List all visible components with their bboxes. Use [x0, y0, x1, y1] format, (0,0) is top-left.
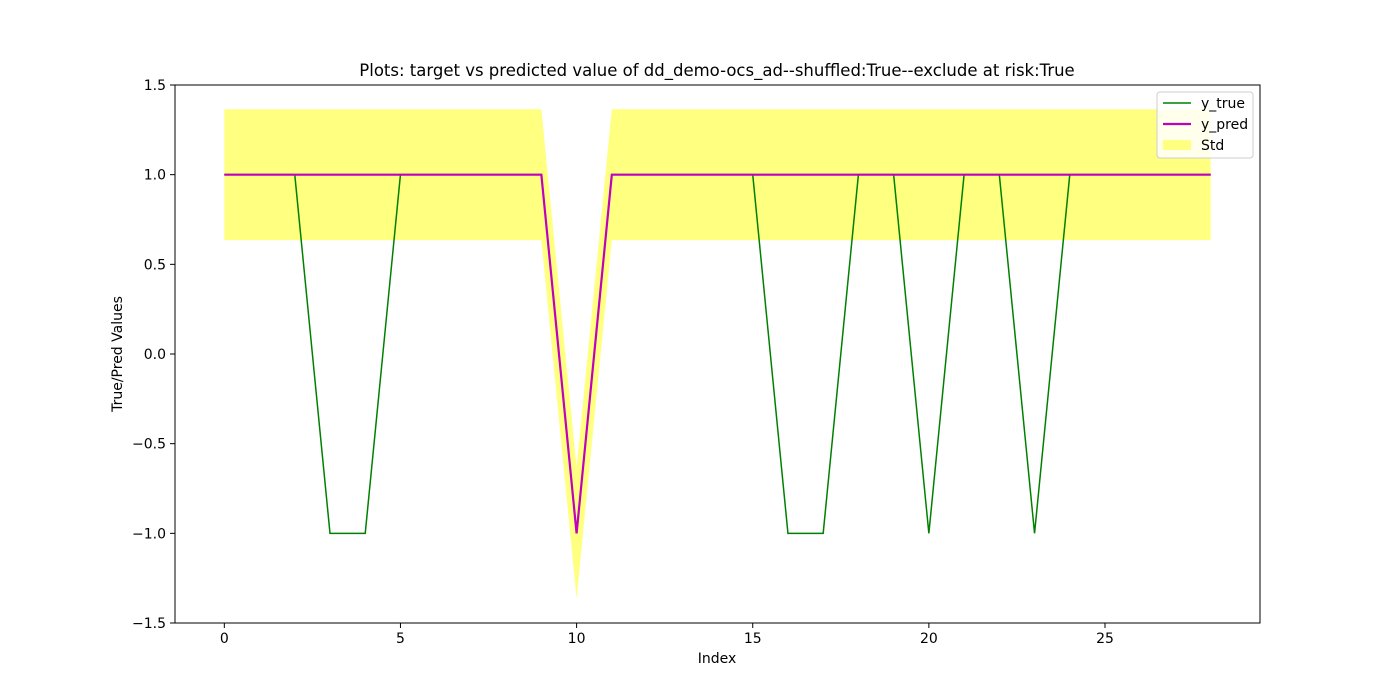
x-axis-label: Index [698, 651, 737, 667]
y-tick-label: −1.5 [132, 616, 166, 632]
x-tick-label: 10 [568, 631, 586, 647]
x-axis: 0 5 10 15 20 25 [220, 623, 1114, 647]
x-tick-label: 0 [220, 631, 229, 647]
y-axis: −1.5 −1.0 −0.5 0.0 0.5 1.0 1.5 [132, 78, 175, 632]
x-tick-label: 25 [1096, 631, 1114, 647]
plot-area [224, 109, 1211, 599]
y-tick-label: 0.0 [144, 347, 166, 363]
x-tick-label: 15 [744, 631, 762, 647]
chart-title: Plots: target vs predicted value of dd_d… [359, 61, 1074, 81]
std-band [224, 109, 1211, 599]
legend-label-y-pred: y_pred [1201, 117, 1248, 133]
y-tick-label: −0.5 [132, 437, 166, 453]
y-axis-label: True/Pred Values [110, 296, 126, 413]
x-tick-label: 20 [920, 631, 938, 647]
legend-swatch-std [1163, 140, 1191, 150]
y-tick-label: 1.0 [144, 168, 166, 184]
y-tick-label: 1.5 [144, 78, 166, 94]
legend: y_true y_pred Std [1156, 91, 1254, 159]
y-tick-label: 0.5 [144, 257, 166, 273]
legend-label-y-true: y_true [1201, 96, 1245, 112]
x-tick-label: 5 [396, 631, 405, 647]
legend-label-std: Std [1201, 138, 1224, 154]
y-tick-label: −1.0 [132, 526, 166, 542]
series-line-y-pred [224, 173, 1211, 534]
